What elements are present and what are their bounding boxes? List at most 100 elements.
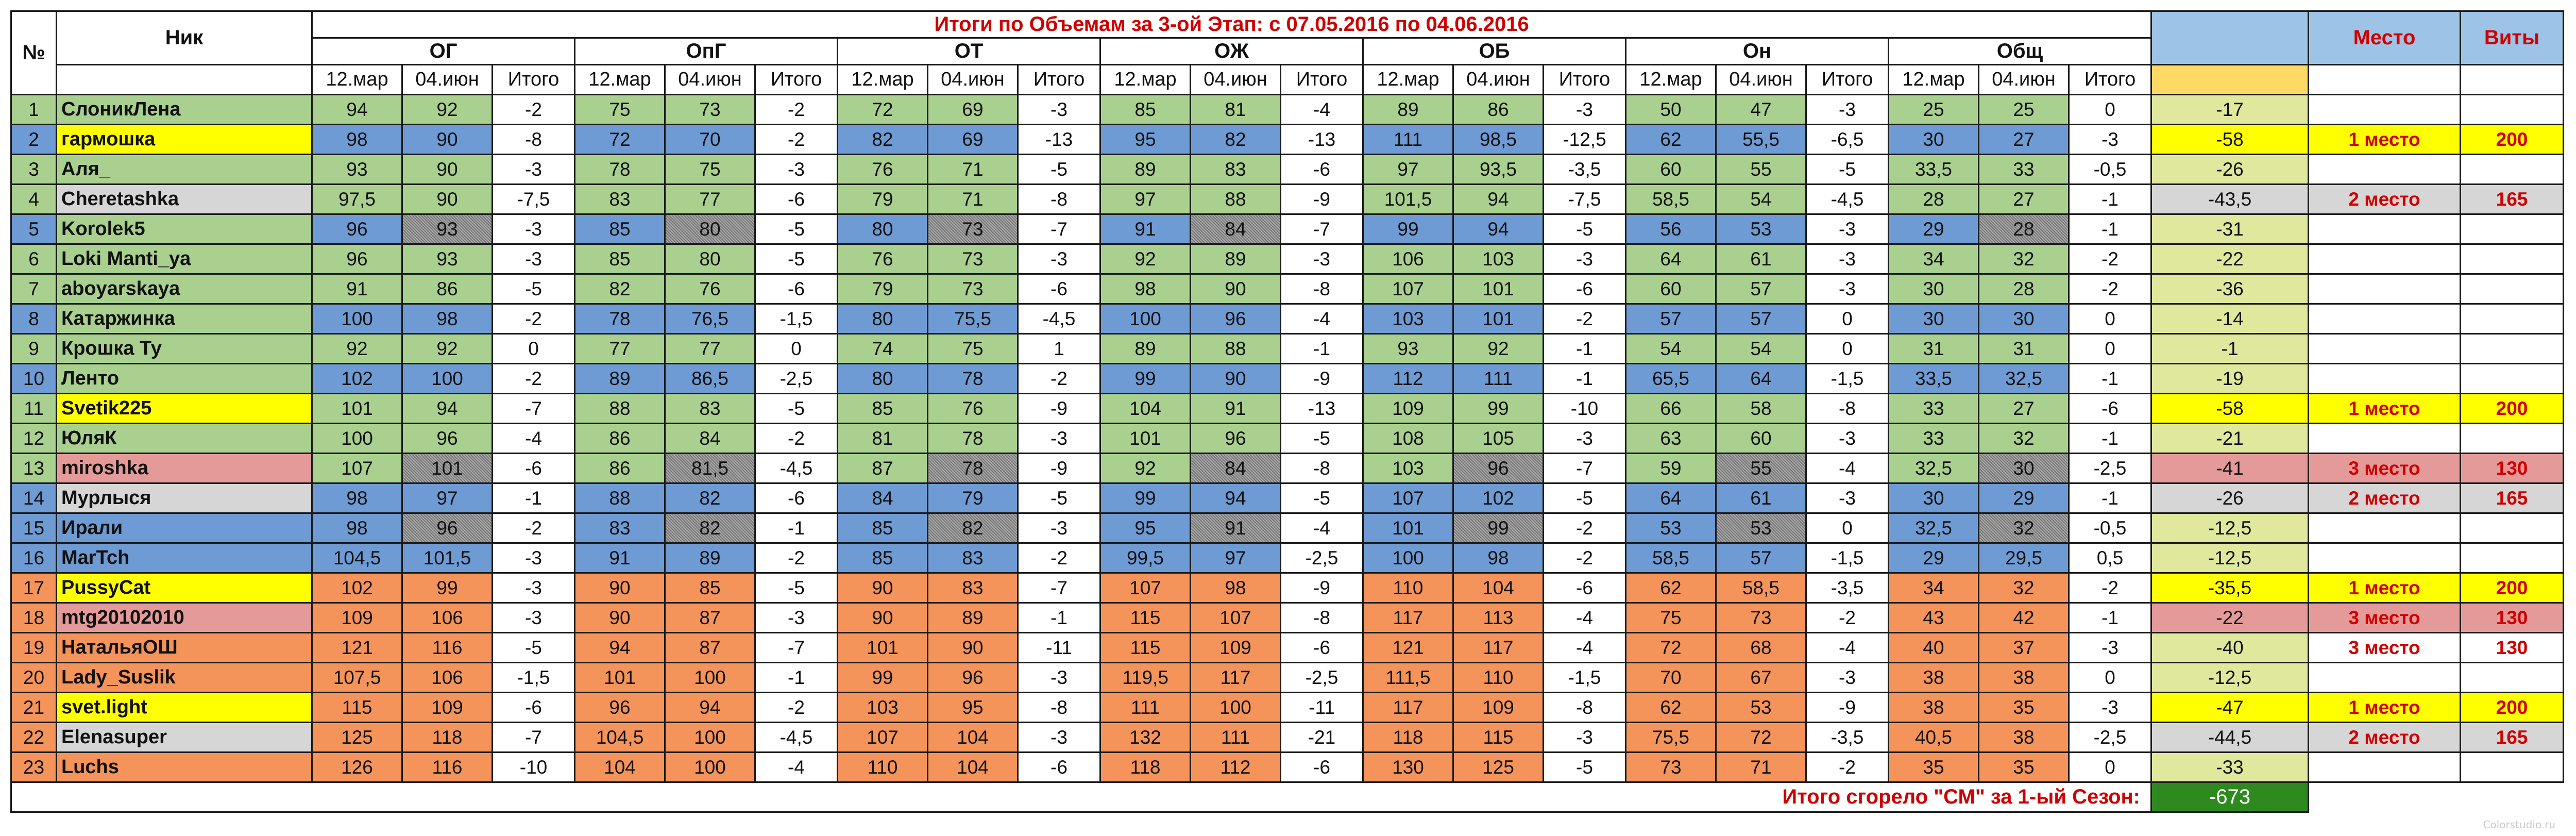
measure-cell: 96 <box>1190 423 1281 454</box>
measure-cell: 53 <box>1715 213 1807 245</box>
measure-cell: 50 <box>1625 94 1717 125</box>
nick-header: Ник <box>56 10 313 65</box>
measure-cell: 111 <box>1190 722 1281 753</box>
itogo-cell: -1,5 <box>492 662 575 693</box>
measure-cell: 89 <box>1362 94 1454 125</box>
subcolumn-header: 12.мар <box>574 64 666 95</box>
measure-cell: 107 <box>1190 602 1281 633</box>
itogo-cell: -3 <box>1017 662 1101 693</box>
itogo-cell: -1 <box>492 482 575 514</box>
itogo-cell: -10 <box>1543 393 1626 424</box>
measure-cell: 28 <box>1978 213 2070 245</box>
row-number: 11 <box>10 393 57 424</box>
table-row: 20 Lady_Suslik 107,5 106 -1,5 101 100 -1 99 96 -3 1… <box>10 662 2564 693</box>
measure-cell: 71 <box>927 154 1019 185</box>
itogo-cell: -2 <box>1543 303 1626 335</box>
itogo-cell: -7 <box>492 393 575 424</box>
group-header: ОГ <box>311 37 575 65</box>
measure-cell: 53 <box>1715 692 1807 723</box>
measure-cell: 78 <box>927 453 1019 484</box>
itogo-cell: -0,5 <box>2068 154 2152 185</box>
measure-cell: 117 <box>1452 632 1544 663</box>
measure-cell: 63 <box>1625 423 1717 454</box>
itogo-cell: -1 <box>2068 602 2152 633</box>
measure-cell: 30 <box>1888 482 1979 514</box>
itogo-cell: -4,5 <box>1805 183 1889 215</box>
measure-cell: 85 <box>837 512 928 544</box>
itogo-cell: -4 <box>1543 632 1626 663</box>
measure-cell: 61 <box>1715 243 1807 275</box>
itogo-cell: -8 <box>1017 183 1101 215</box>
measure-cell: 55 <box>1715 453 1807 484</box>
row-number: 7 <box>10 273 57 305</box>
itogo-cell: -3 <box>492 213 575 245</box>
measure-cell: 117 <box>1190 662 1281 693</box>
measure-cell: 89 <box>664 542 756 574</box>
table-row: 21 svet.light 115 109 -6 96 94 -2 103 95 -8 111 100-… <box>10 692 2564 723</box>
measure-cell: 98 <box>401 303 493 335</box>
measure-cell: 96 <box>574 692 666 723</box>
itogo-cell: -5 <box>1017 154 1101 185</box>
itogo-cell: -3 <box>1017 722 1101 753</box>
measure-cell: 101 <box>311 393 403 424</box>
itogo-cell: -3,5 <box>1805 572 1889 604</box>
vity-cell <box>2460 542 2564 574</box>
place-subheader <box>2308 64 2461 95</box>
itogo-cell: -13 <box>1280 124 1364 155</box>
place-cell: 2 место <box>2308 722 2461 753</box>
measure-cell: 81 <box>1190 94 1281 125</box>
itogo-cell: -6 <box>492 692 575 723</box>
vity-cell: 130 <box>2460 632 2564 663</box>
watermark: Colorstudio.ru <box>2483 818 2555 831</box>
vity-cell: 200 <box>2460 692 2564 723</box>
measure-cell: 64 <box>1625 482 1717 514</box>
measure-cell: 55 <box>1715 154 1807 185</box>
measure-cell: 59 <box>1625 453 1717 484</box>
measure-cell: 85 <box>664 572 756 604</box>
measure-cell: 101 <box>1362 512 1454 544</box>
measure-cell: 83 <box>574 183 666 215</box>
measure-cell: 79 <box>927 482 1019 514</box>
vity-cell: 200 <box>2460 124 2564 155</box>
measure-cell: 92 <box>1099 243 1191 275</box>
itogo-cell: -4,5 <box>1017 303 1101 335</box>
subcolumn-header: Итого <box>1805 64 1889 95</box>
itogo-cell: -1 <box>1280 333 1364 364</box>
measure-cell: 89 <box>574 363 666 394</box>
measure-cell: 33 <box>1888 423 1979 454</box>
subcolumn-header: Итого <box>2068 64 2152 95</box>
itogo-cell: 1 <box>1017 333 1101 364</box>
measure-cell: 80 <box>837 303 928 335</box>
place-cell <box>2308 542 2461 574</box>
row-number: 16 <box>10 542 57 574</box>
measure-cell: 64 <box>1715 363 1807 394</box>
measure-cell: 43 <box>1888 602 1979 633</box>
vity-cell <box>2460 94 2564 125</box>
measure-cell: 35 <box>1978 751 2070 783</box>
table-row: 5 Korolek5 96 93 -3 85 80 -5 80 73 -7 91 84 -7 99 94 -5 5… <box>10 213 2564 245</box>
itogo-cell: 0 <box>2068 751 2152 783</box>
measure-cell: 30 <box>1888 303 1979 335</box>
measure-cell: 58,5 <box>1625 183 1717 215</box>
measure-cell: 57 <box>1625 303 1717 335</box>
measure-cell: 38 <box>1978 662 2070 693</box>
measure-cell: 30 <box>1978 453 2070 484</box>
table-row: 2 гармошка 98 90 -8 72 70 -2 82 69 -13 95 82 -13 111 98… <box>10 124 2564 155</box>
row-number: 2 <box>10 124 57 155</box>
measure-cell: 58,5 <box>1625 542 1717 574</box>
itogo-cell: -7 <box>1017 213 1101 245</box>
place-cell <box>2308 333 2461 364</box>
subcolumn-header: 04.июн <box>1452 64 1544 95</box>
measure-cell: 90 <box>1190 273 1281 305</box>
itogo-cell: -2 <box>1017 363 1101 394</box>
measure-cell: 109 <box>1190 632 1281 663</box>
measure-cell: 33,5 <box>1888 154 1979 185</box>
itogo-cell: -5 <box>1017 482 1101 514</box>
table-row: 7 aboyarskaya 91 86 -5 82 76 -6 79 73 -6 98 90 -8 107 1… <box>10 273 2564 305</box>
total-cell: -17 <box>2150 94 2309 125</box>
measure-cell: 96 <box>401 512 493 544</box>
measure-cell: 78 <box>574 154 666 185</box>
row-number: 6 <box>10 243 57 275</box>
itogo-cell: -2 <box>754 423 838 454</box>
subcolumn-header: Итого <box>492 64 575 95</box>
